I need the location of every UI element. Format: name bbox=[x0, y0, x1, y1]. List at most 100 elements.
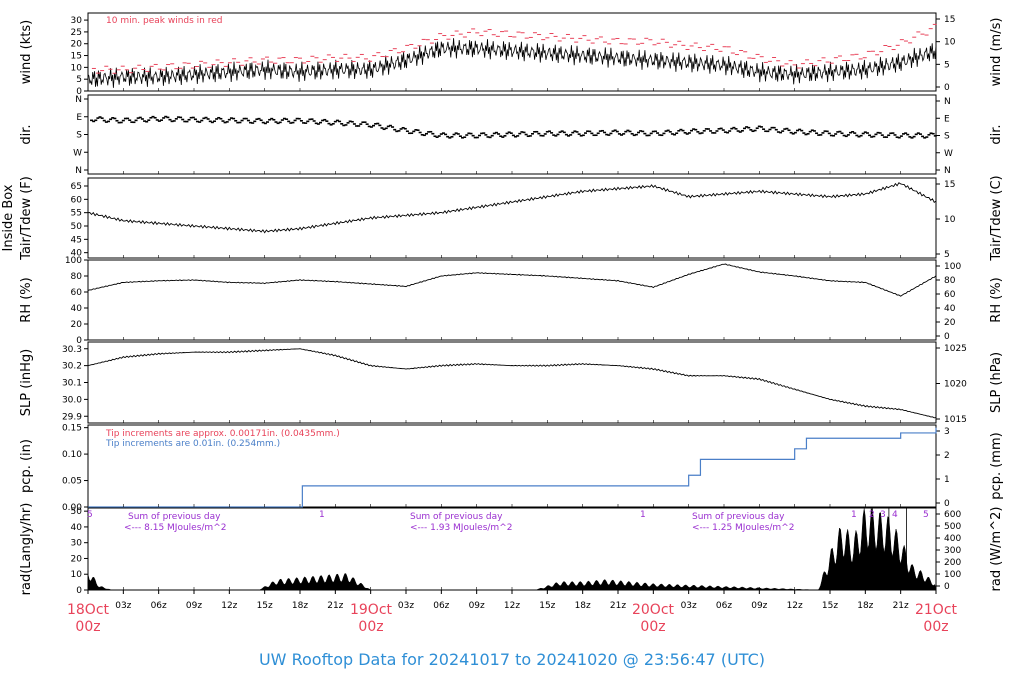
wind-ytick-right-label: 5 bbox=[944, 60, 950, 70]
rad-ylabel: rad(Langly/hr) bbox=[19, 503, 34, 596]
x-tick-label: 09z bbox=[186, 601, 202, 611]
date-label-1: 19Oct bbox=[350, 602, 393, 618]
rh-ytick-label: 60 bbox=[71, 288, 83, 298]
wind-ytick-label: 30 bbox=[71, 16, 83, 26]
rad-mark-0: 5 bbox=[87, 510, 93, 520]
wind-ytick-right-label: 10 bbox=[944, 38, 956, 48]
x-tick-label: 12z bbox=[787, 601, 803, 611]
dir-ytick-label: N bbox=[75, 95, 82, 105]
pcp-annotation-red: Tip increments are approx. 0.00171in. (0… bbox=[105, 429, 340, 439]
rad-ytick-label: 30 bbox=[71, 539, 83, 549]
temp-line bbox=[87, 182, 937, 234]
wind-ylabel: wind (kts) bbox=[19, 20, 34, 84]
rad-ytick-right-label: 400 bbox=[944, 534, 961, 544]
rad-ytick-label: 20 bbox=[71, 554, 83, 564]
pcp-ytick-label: 0.05 bbox=[62, 477, 82, 487]
rad-ytick-right-label: 300 bbox=[944, 546, 961, 556]
x-tick-label: 09z bbox=[751, 601, 767, 611]
rad-mark-1: 1 bbox=[319, 510, 325, 520]
rad-daysum-2: Sum of previous day bbox=[410, 512, 503, 522]
x-tick-label: 15z bbox=[257, 601, 273, 611]
slp-line bbox=[87, 348, 937, 419]
rh-ytick-label: 100 bbox=[65, 256, 82, 266]
rad-ytick-label: 0 bbox=[76, 586, 82, 596]
temp-ytick-label: 60 bbox=[71, 195, 83, 205]
pcp-ytick-right-label: 1 bbox=[944, 475, 950, 485]
rad-mark-4: 2 bbox=[869, 510, 875, 520]
rad-ytick-label: 10 bbox=[71, 570, 83, 580]
x-tick-label: 21z bbox=[610, 601, 626, 611]
rad-ytick-label: 40 bbox=[71, 523, 83, 533]
x-tick-label: 12z bbox=[504, 601, 520, 611]
rad-ytick-right-label: 500 bbox=[944, 522, 961, 532]
temp-ytick-right-label: 15 bbox=[944, 180, 955, 190]
dir-ytick-label: S bbox=[76, 131, 82, 141]
pcp-ytick-right-label: 0 bbox=[944, 499, 950, 509]
pcp-ylabel: pcp. (in) bbox=[19, 439, 34, 493]
panel-temp bbox=[84, 177, 940, 259]
rh-ytick-label: 40 bbox=[71, 304, 83, 314]
rad-daysum-1-value: <--- 8.15 MJoules/m^2 bbox=[124, 523, 226, 533]
rad-ylabel-right: rad (W/m^2) bbox=[989, 507, 1004, 592]
rh-line bbox=[87, 263, 937, 297]
dir-ytick-label: W bbox=[73, 148, 82, 158]
rad-mark-6: 4 bbox=[892, 510, 898, 520]
rad-daysum-3: Sum of previous day bbox=[692, 512, 785, 522]
panel-rh bbox=[84, 259, 940, 341]
rh-ytick-right-label: 20 bbox=[944, 318, 956, 328]
rh-ytick-right-label: 60 bbox=[944, 290, 956, 300]
rad-mark-5: 3 bbox=[880, 510, 886, 520]
pcp-ylabel-right: pcp. (mm) bbox=[989, 432, 1004, 499]
rad-mark-7: 5 bbox=[923, 510, 929, 520]
x-tick-label: 12z bbox=[221, 601, 237, 611]
x-tick-label: 06z bbox=[716, 601, 732, 611]
date-hour-3: 00z bbox=[923, 619, 948, 635]
rh-ytick-label: 0 bbox=[76, 336, 82, 346]
rh-ytick-right-label: 100 bbox=[944, 262, 961, 272]
dir-ytick-label: E bbox=[76, 113, 82, 123]
dir-ytick-label: N bbox=[75, 166, 82, 176]
temp-ytick-right-label: 5 bbox=[944, 250, 950, 260]
slp-frame bbox=[87, 341, 937, 424]
x-tick-label: 18z bbox=[292, 601, 308, 611]
pcp-ytick-right-label: 2 bbox=[944, 451, 950, 461]
x-tick-label: 15z bbox=[539, 601, 555, 611]
rad-daysum-1: Sum of previous day bbox=[128, 512, 221, 522]
x-tick-label: 03z bbox=[681, 601, 697, 611]
slp-ylabel-right: SLP (hPa) bbox=[989, 352, 1004, 413]
temp-ylabel-right: Tair/Tdew (C) bbox=[989, 175, 1004, 261]
rh-ytick-right-label: 0 bbox=[944, 332, 950, 342]
temp-ylabel2: Inside Box bbox=[1, 184, 16, 251]
x-tick-label: 06z bbox=[151, 601, 167, 611]
date-hour-0: 00z bbox=[75, 619, 100, 635]
dir-ylabel: dir. bbox=[19, 124, 34, 144]
slp-ytick-label: 29.9 bbox=[62, 412, 82, 422]
slp-ytick-label: 30.2 bbox=[62, 362, 82, 372]
slp-ytick-right-label: 1015 bbox=[944, 415, 967, 425]
x-tick-label: 06z bbox=[433, 601, 449, 611]
temp-ytick-label: 45 bbox=[71, 235, 82, 245]
footer-title: UW Rooftop Data for 20241017 to 20241020… bbox=[259, 650, 765, 669]
rh-frame bbox=[87, 259, 937, 341]
x-tick-label: 18z bbox=[575, 601, 591, 611]
dir-ylabel-right: dir. bbox=[989, 124, 1004, 144]
x-tick-label: 09z bbox=[469, 601, 485, 611]
wind-ytick-right-label: 15 bbox=[944, 15, 955, 25]
rad-daysum-2-value: <--- 1.93 MJoules/m^2 bbox=[410, 523, 512, 533]
rad-mark-3: 1 bbox=[851, 510, 857, 520]
pcp-ytick-label: 0.00 bbox=[62, 503, 82, 513]
wind-annotation: 10 min. peak winds in red bbox=[106, 16, 223, 26]
pcp-ytick-right-label: 3 bbox=[944, 427, 950, 437]
dir-ytick-right-label: S bbox=[944, 132, 950, 142]
x-tick-label: 21z bbox=[893, 601, 909, 611]
rad-ytick-label: 50 bbox=[71, 507, 83, 517]
wind-ytick-label: 25 bbox=[71, 28, 82, 38]
date-label-0: 18Oct bbox=[67, 602, 110, 618]
rh-ytick-label: 80 bbox=[71, 272, 83, 282]
date-hour-2: 00z bbox=[640, 619, 665, 635]
wind-ytick-label: 10 bbox=[71, 63, 83, 73]
temp-ytick-label: 65 bbox=[71, 182, 82, 192]
slp-ytick-label: 30.3 bbox=[62, 345, 82, 355]
